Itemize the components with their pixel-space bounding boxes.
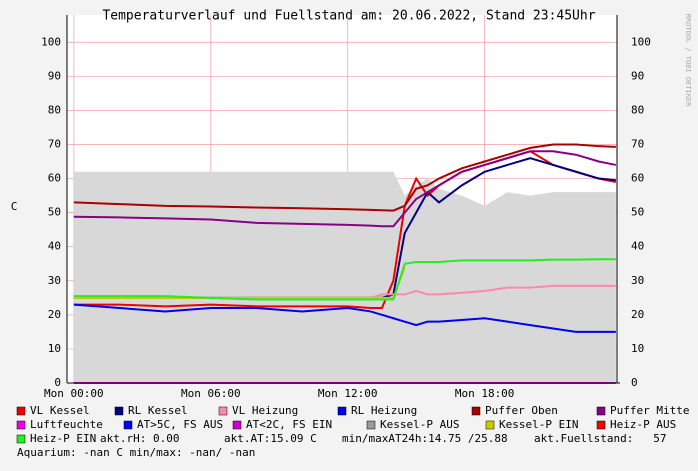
legend-swatch (16, 420, 26, 430)
legend-label: RL Heizung (351, 404, 417, 417)
legend-swatch (485, 420, 495, 430)
chart-title: Temperaturverlauf und Fuellstand am: 20.… (102, 9, 595, 24)
y-tick-label: 40 (48, 240, 61, 253)
stat-text: akt.Fuellstand: 57 (534, 432, 666, 445)
legend-swatch (596, 406, 606, 416)
y2-tick-label: 50 (631, 206, 644, 219)
legend-label: Heiz-P AUS (610, 418, 676, 431)
stat-text: akt.AT:15.09 C (224, 432, 317, 445)
legend-swatch (123, 420, 133, 430)
legend-label: Puffer Mitte (610, 404, 689, 417)
legend-swatch (337, 406, 347, 416)
legend-swatch (16, 434, 26, 444)
legend-swatch (471, 406, 481, 416)
legend-swatch (596, 420, 606, 430)
stat-text: akt.rH: 0.00 (100, 432, 179, 445)
y2-tick-label: 0 (631, 376, 638, 389)
y2-tick-label: 90 (631, 69, 644, 82)
series-line (73, 303, 616, 333)
y-tick-label: 70 (48, 137, 61, 150)
series-line (73, 150, 617, 228)
x-tick-label: Mon 12:00 (318, 387, 378, 400)
legend-label: AT>5C, FS AUS (137, 418, 223, 431)
y2-tick-label: 60 (631, 172, 644, 185)
stat-text: min/maxAT24h:14.75 /25.88 (342, 432, 508, 445)
y-axis-label: C (11, 200, 18, 213)
legend-label: Kessel-P EIN (499, 418, 578, 431)
legend-swatch (16, 406, 26, 416)
y2-tick-label: 80 (631, 103, 644, 116)
footer: Aquarium: -nan C min/max: -nan/ -nan (17, 446, 255, 459)
legend-swatch (114, 406, 124, 416)
series-line (73, 143, 616, 212)
area (73, 171, 616, 383)
y2-tick-label: 70 (631, 137, 644, 150)
legend-label: Kessel-P AUS (380, 418, 459, 431)
legend-label: Luftfeuchte (30, 418, 103, 431)
y-tick-label: 90 (48, 69, 61, 82)
x-tick-label: Mon 06:00 (181, 387, 241, 400)
legend-label: RL Kessel (128, 404, 188, 417)
series-line (73, 266, 406, 299)
y2-tick-label: 20 (631, 308, 644, 321)
y-tick-label: 80 (48, 103, 61, 116)
legend-label: Heiz-P EIN (30, 432, 96, 445)
x-tick-label: Mon 18:00 (455, 387, 515, 400)
legend-swatch (366, 420, 376, 430)
legend-label: Puffer Oben (485, 404, 558, 417)
y-tick-label: 60 (48, 172, 61, 185)
y-tick-label: 50 (48, 206, 61, 219)
side-note: RRDTOOL / TOBI OETIKER (684, 14, 692, 108)
legend-swatch (218, 406, 228, 416)
y2-tick-label: 40 (631, 240, 644, 253)
y2-tick-label: 10 (631, 342, 644, 355)
y-tick-label: 20 (48, 308, 61, 321)
y-tick-label: 10 (48, 342, 61, 355)
y2-tick-label: 30 (631, 274, 644, 287)
y-tick-label: 100 (41, 35, 61, 48)
legend-label: VL Heizung (232, 404, 298, 417)
y-tick-label: 30 (48, 274, 61, 287)
y-tick-label: 0 (54, 376, 61, 389)
legend-swatch (232, 420, 242, 430)
y2-tick-label: 100 (631, 35, 651, 48)
legend-label: VL Kessel (30, 404, 90, 417)
series-line (73, 150, 617, 310)
x-tick-label: Mon 00:00 (44, 387, 104, 400)
series-line (73, 258, 616, 301)
legend-label: AT<2C, FS EIN (246, 418, 332, 431)
